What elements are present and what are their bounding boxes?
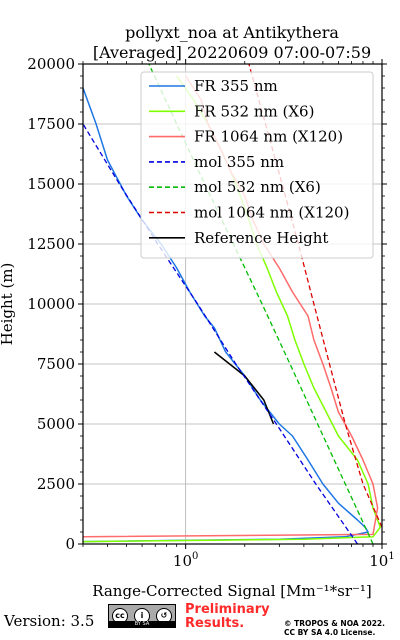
- series-line-3: [83, 123, 359, 544]
- legend-label: Reference Height: [194, 229, 328, 247]
- y-tick-label: 5000: [37, 415, 75, 433]
- cc-license-badge: cc i ↺ BY SA: [108, 604, 176, 628]
- y-axis-label: Height (m): [0, 263, 16, 346]
- y-tick-label: 20000: [27, 55, 75, 73]
- chart-title: pollyxt_noa at Antikythera: [125, 23, 339, 42]
- x-tick-label: 100: [173, 551, 198, 570]
- legend-label: FR 532 nm (X6): [194, 102, 314, 120]
- y-tick-label: 17500: [27, 115, 75, 133]
- y-tick-label: 12500: [27, 235, 75, 253]
- legend-label: FR 1064 nm (X120): [194, 128, 343, 146]
- legend-label: mol 1064 nm (X120): [194, 204, 349, 222]
- lidar-profile-chart: pollyxt_noa at Antikythera [Averaged] 20…: [0, 23, 395, 600]
- preliminary-notice: Preliminary Results.: [185, 602, 270, 631]
- y-tick-label: 15000: [27, 175, 75, 193]
- series-line-5: [248, 64, 382, 528]
- y-tick-label: 7500: [37, 355, 75, 373]
- y-tick-label: 0: [65, 535, 75, 553]
- legend: FR 355 nm FR 532 nm (X6) FR 1064 nm (X120)…: [140, 71, 374, 259]
- chart-subtitle: [Averaged] 20220609 07:00-07:59: [93, 43, 371, 62]
- plot-frame: [82, 63, 383, 545]
- legend-label: mol 532 nm (X6): [194, 178, 321, 196]
- y-tick-label: 2500: [37, 475, 75, 493]
- x-tick-label-base: 10: [369, 552, 388, 570]
- series-line-6: [213, 351, 275, 425]
- x-tick-label-exponent: 1: [388, 551, 394, 562]
- x-axis-label: Range-Corrected Signal [Mm⁻¹*sr⁻¹]: [92, 582, 372, 600]
- legend-label: FR 355 nm: [194, 77, 278, 95]
- x-tick-label-base: 10: [173, 552, 192, 570]
- axes: 0250050007500100001250015000175002000010…: [27, 55, 394, 570]
- copyright-notice: © TROPOS & NOA 2022. CC BY SA 4.0 Licens…: [284, 619, 386, 637]
- legend-label: mol 355 nm: [194, 153, 284, 171]
- y-tick-label: 10000: [27, 295, 75, 313]
- version-text: Version: 3.5: [4, 612, 95, 630]
- legend-box: [140, 71, 374, 259]
- x-tick-label-exponent: 0: [192, 551, 198, 562]
- x-tick-label: 101: [369, 551, 394, 570]
- license-strip: BY SA: [109, 621, 175, 627]
